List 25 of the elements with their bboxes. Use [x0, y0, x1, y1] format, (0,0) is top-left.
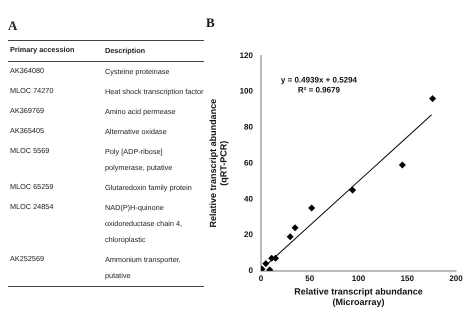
y-tick-label: 0 [248, 266, 254, 276]
y-tick-label: 80 [244, 122, 254, 132]
x-tick-label: 50 [305, 274, 315, 283]
point [349, 186, 356, 194]
y-tick-label: 120 [240, 50, 254, 60]
y-tick-label: 100 [240, 86, 254, 96]
x-tick-label: 150 [400, 274, 414, 283]
x-axis-title: Relative transcript abundance (Microarray) [294, 286, 423, 308]
annotation: y = 0.4939x + 0.5294 [280, 76, 358, 85]
x-tick-label: 100 [352, 274, 366, 283]
point [292, 224, 298, 232]
y-tick-label: 60 [244, 158, 254, 168]
point [262, 260, 270, 267]
annotation: R² = 0.9679 [298, 86, 341, 95]
chart-title: B [206, 15, 215, 30]
point [399, 162, 406, 168]
point [429, 95, 436, 102]
x-tick-label: 200 [449, 274, 464, 283]
point [308, 204, 315, 212]
y-tick-label: 40 [244, 194, 254, 204]
text: A [8, 17, 18, 35]
point [286, 233, 294, 240]
y-axis-title: Relative transcript abundance (qRT-PCR) [208, 98, 229, 228]
x-tick-label: 0 [258, 274, 264, 283]
y-tick-label: 20 [244, 230, 254, 240]
